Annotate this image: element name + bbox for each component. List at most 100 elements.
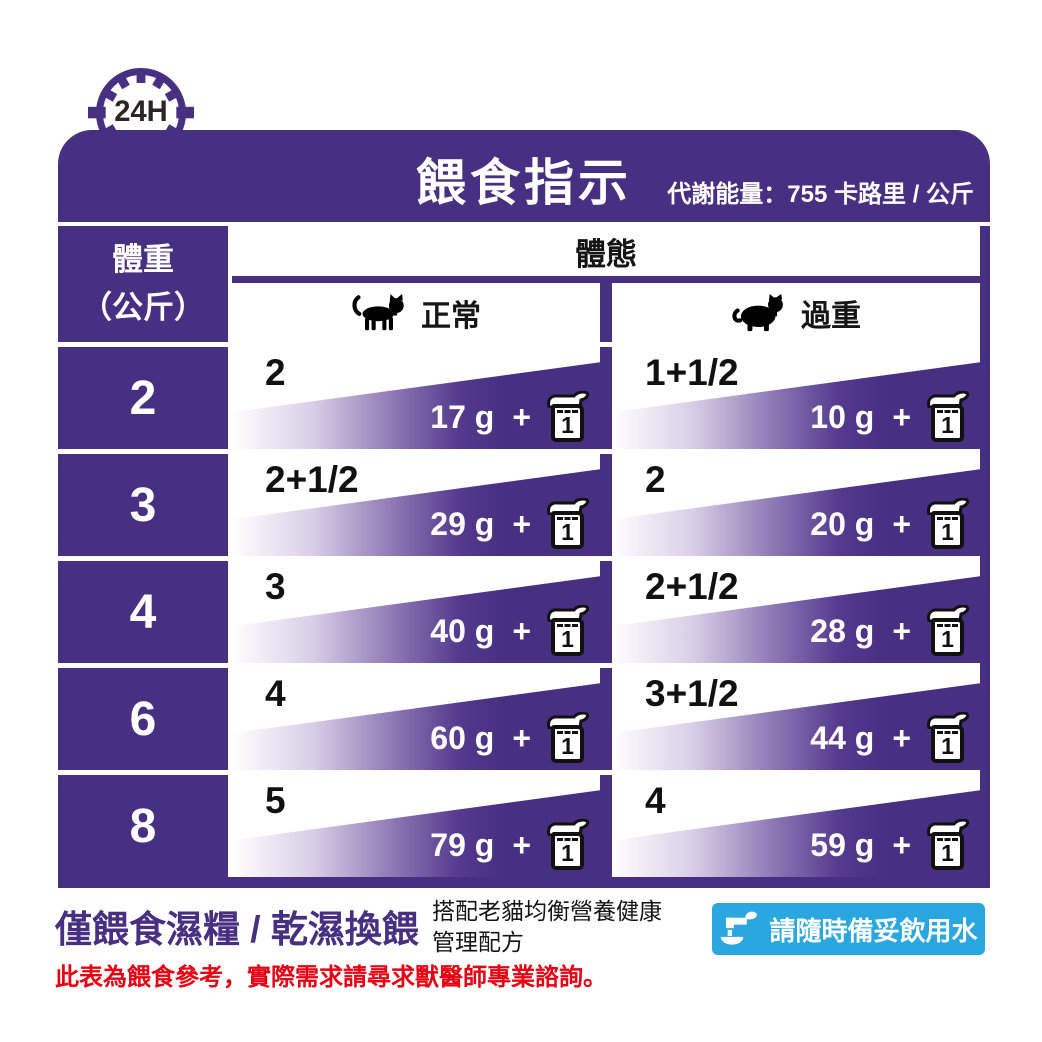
weight-value: 8 [58,775,228,877]
pouch-count: 1 [561,732,574,759]
pairing-note-line2: 管理配方 [432,929,524,956]
dry-grams: 17 g [430,398,495,435]
column-gap [228,226,232,342]
faucet-water-icon [721,911,758,945]
column-divider [600,283,612,342]
metabolic-energy-note: 代謝能量：755 卡路里 / 公斤 [667,181,974,208]
column-gap [228,668,232,770]
header-bar: 餵食指示 代謝能量：755 卡路里 / 公斤 [58,130,990,222]
pouch-count: 1 [941,732,954,759]
table-row: 8 5 79 g + 1 4 59 g [58,775,990,877]
plus-sign: + [512,612,531,649]
pouches-per-day: 4 [645,780,666,821]
dry-grams: 28 g [810,612,875,649]
mixed-dose: 10 g + 1 [810,391,970,442]
wet-food-pouch-icon: 1 [547,712,590,763]
mixed-dose: 40 g + 1 [430,605,590,656]
condition-subheader-row: 正常 [232,283,980,342]
column-header-normal: 正常 [232,283,600,342]
column-label-overweight: 過重 [801,299,861,333]
pouches-per-day: 3+1/2 [645,673,739,714]
plus-sign: + [892,398,911,435]
dose-cell-normal: 2+1/2 29 g + 1 [232,454,600,556]
table-right-border [980,226,990,888]
pouches-per-day: 5 [265,780,286,821]
disclaimer-text: 此表為餵食參考，實際需求請尋求獸醫師專業諮詢。 [55,964,607,991]
plus-sign: + [512,719,531,756]
dry-grams: 29 g [430,505,495,542]
weight-value: 4 [58,561,228,663]
dry-grams: 20 g [810,505,875,542]
header-divider-line [232,276,980,283]
condition-header-area: 體態 [232,226,980,342]
pairing-note: 搭配老貓均衡營養健康 管理配方 [432,896,662,958]
cat-normal-icon [352,293,404,330]
plus-sign: + [892,826,911,863]
pouch-count: 1 [941,411,954,438]
dry-grams: 10 g [810,398,875,435]
wet-feeding-title: 僅餵食濕糧 / 乾濕換餵 [55,909,419,950]
dose-cell-overweight: 2 20 g + 1 [612,454,980,556]
dose-cell-normal: 3 40 g + 1 [232,561,600,663]
column-gap [228,454,232,556]
water-notice-banner: 請隨時備妥飲用水 [712,903,985,955]
table-row: 3 2+1/2 29 g + 1 2 20 g [58,454,990,556]
column-divider [600,454,612,556]
wet-food-pouch-icon: 1 [927,391,970,442]
pouches-per-day: 2+1/2 [265,459,359,500]
column-gap [228,347,232,449]
mixed-dose: 79 g + 1 [430,819,590,870]
wet-food-pouch-icon: 1 [547,605,590,656]
mixed-dose: 20 g + 1 [810,498,970,549]
pairing-note-line1: 搭配老貓均衡營養健康 [432,898,662,924]
table-bottom-border [58,877,990,888]
column-divider [600,347,612,449]
column-divider [600,668,612,770]
dose-cell-overweight: 4 59 g + 1 [612,775,980,877]
dry-grams: 79 g [430,826,495,863]
mixed-dose: 17 g + 1 [430,391,590,442]
weight-value: 6 [58,668,228,770]
pouch-count: 1 [561,518,574,545]
dose-cell-normal: 5 79 g + 1 [232,775,600,877]
plus-sign: + [512,826,531,863]
column-gap [228,561,232,663]
column-gap [228,775,232,877]
feeding-table: 體重 （公斤） 體態 [58,226,990,888]
column-label-normal: 正常 [421,299,481,333]
table-row: 6 4 60 g + 1 3+1/2 44 g [58,668,990,770]
plus-sign: + [892,719,911,756]
dry-grams: 44 g [810,719,875,756]
table-row: 4 3 40 g + 1 2+1/2 28 g [58,561,990,663]
table-header-row: 體重 （公斤） 體態 [58,226,990,342]
plus-sign: + [892,612,911,649]
mixed-dose: 60 g + 1 [430,712,590,763]
pouch-count: 1 [941,839,954,866]
weight-value: 2 [58,347,228,449]
dry-grams: 60 g [430,719,495,756]
mixed-dose: 29 g + 1 [430,498,590,549]
plus-sign: + [512,398,531,435]
wet-food-pouch-icon: 1 [547,498,590,549]
table-row: 2 2 17 g + 1 1+1/2 10 g [58,347,990,449]
column-divider [600,775,612,877]
pouch-count: 1 [561,839,574,866]
pouches-per-day: 1+1/2 [645,352,739,393]
cat-overweight-icon [732,293,783,331]
weight-value: 3 [58,454,228,556]
water-notice-label: 請隨時備妥飲用水 [769,915,978,946]
dose-cell-normal: 2 17 g + 1 [232,347,600,449]
wet-food-pouch-icon: 1 [927,498,970,549]
wet-food-pouch-icon: 1 [927,605,970,656]
mixed-dose: 59 g + 1 [810,819,970,870]
weight-header-line1: 體重 [112,241,174,277]
weight-column-header: 體重 （公斤） [58,226,228,342]
badge-label: 24H [114,96,167,128]
column-header-overweight: 過重 [612,283,980,342]
pouches-per-day: 4 [265,673,286,714]
dose-cell-overweight: 2+1/2 28 g + 1 [612,561,980,663]
wet-food-pouch-icon: 1 [547,819,590,870]
page-title: 餵食指示 [416,155,632,211]
column-divider [600,561,612,663]
